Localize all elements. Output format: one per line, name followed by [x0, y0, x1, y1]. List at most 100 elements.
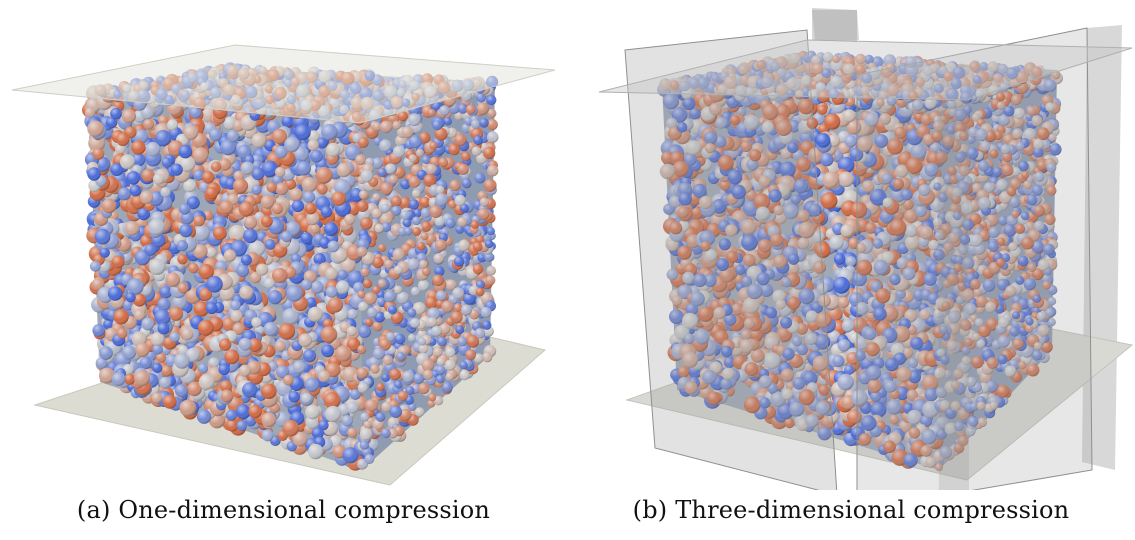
particle-shading — [261, 429, 274, 442]
particle-shading — [157, 322, 170, 335]
particle-shading — [419, 259, 428, 269]
particle-shading — [408, 199, 420, 210]
particle-shading — [380, 182, 393, 195]
particle-shading — [261, 215, 273, 228]
particle-shading — [400, 210, 410, 221]
particle-shading — [327, 297, 343, 313]
particle-shading — [323, 222, 338, 237]
particle-shading — [210, 161, 222, 172]
particle-shading — [261, 383, 277, 400]
particle-shading — [266, 182, 277, 193]
particle-shading — [99, 346, 113, 360]
particle-shading — [346, 401, 359, 414]
particle-shading — [92, 147, 105, 160]
particle-shading — [274, 166, 286, 178]
particle-shading — [377, 279, 387, 288]
particle-shading — [444, 359, 456, 371]
particle-shading — [326, 142, 341, 157]
particle-shading — [377, 167, 387, 177]
particle-shading — [486, 227, 495, 236]
particle-shading — [116, 132, 130, 146]
particle-shading — [408, 113, 421, 127]
particle-shading — [394, 333, 406, 345]
particle-shading — [275, 182, 289, 196]
particle-shading — [213, 226, 227, 241]
particle-shading — [408, 135, 422, 149]
particle-shading — [346, 337, 361, 352]
particle-shading — [129, 184, 142, 197]
particle-shading — [461, 151, 471, 162]
particle-shading — [301, 393, 312, 404]
particle-shading — [291, 200, 304, 213]
particle-shading — [426, 317, 438, 328]
particle-shading — [377, 243, 386, 252]
particle-shading — [355, 154, 366, 166]
particle-shading — [411, 216, 421, 226]
particle-shading — [420, 232, 429, 241]
particle-shading — [459, 369, 470, 381]
particle-shading — [179, 399, 197, 417]
particle-shading — [103, 318, 115, 330]
particle-shading — [167, 119, 178, 131]
particle-shading — [240, 161, 254, 175]
particle-shading — [365, 318, 374, 327]
particle-shading — [325, 405, 342, 423]
particle-shading — [134, 309, 145, 321]
particle-shading — [445, 372, 454, 381]
particle-shading — [161, 157, 172, 168]
particle-shading — [335, 345, 352, 362]
particle-shading — [298, 333, 313, 348]
particle-shading — [219, 200, 234, 215]
particle-shading — [386, 332, 396, 342]
particle-shading — [224, 349, 240, 365]
particle-shading — [410, 318, 421, 328]
particle-shading — [475, 287, 485, 297]
particle-shading — [248, 404, 262, 419]
particle-shading — [453, 256, 465, 267]
particle-shading — [307, 139, 319, 151]
particle-shading — [209, 128, 222, 142]
particle-shading — [141, 168, 155, 182]
particle-shading — [357, 137, 369, 148]
particle-shading — [310, 150, 323, 163]
particle-shading — [289, 188, 303, 201]
particle-shading — [134, 370, 150, 387]
particle-shading — [308, 443, 324, 460]
particle-shading — [458, 239, 470, 252]
particle-shading — [344, 213, 356, 225]
particle-shading — [160, 186, 171, 198]
particle-shading — [394, 380, 403, 389]
particle-shading — [300, 232, 313, 245]
particle-shading — [356, 200, 369, 212]
particle-shading — [125, 292, 136, 303]
particle-shading — [169, 331, 180, 343]
particle-shading — [455, 325, 465, 334]
particle-shading — [225, 409, 237, 421]
particle-shading — [181, 328, 194, 340]
particle-shading — [261, 412, 277, 428]
particle-shading — [454, 194, 466, 206]
particle-shading — [251, 133, 267, 148]
particle-shading — [389, 368, 401, 381]
particle-shading — [357, 382, 368, 393]
particle-shading — [365, 399, 378, 412]
particle-shading — [487, 165, 499, 177]
particle-shading — [84, 107, 96, 118]
particle-shading — [347, 427, 358, 438]
particle-shading — [428, 393, 437, 402]
particle-shading — [301, 177, 318, 193]
particle-shading — [152, 362, 163, 373]
particle-shading — [372, 285, 381, 294]
particle-shading — [264, 239, 276, 250]
particle-shading — [192, 147, 209, 164]
particle-shading — [473, 135, 483, 146]
particle-shading — [461, 178, 472, 189]
particle-shading — [390, 195, 402, 207]
particle-shading — [479, 118, 489, 128]
particle-shading — [315, 166, 333, 184]
particle-shading — [242, 382, 258, 398]
particle-shading — [411, 189, 421, 198]
particle-shading — [235, 404, 251, 420]
particle-shading — [364, 292, 377, 305]
particle-shading — [360, 267, 370, 277]
